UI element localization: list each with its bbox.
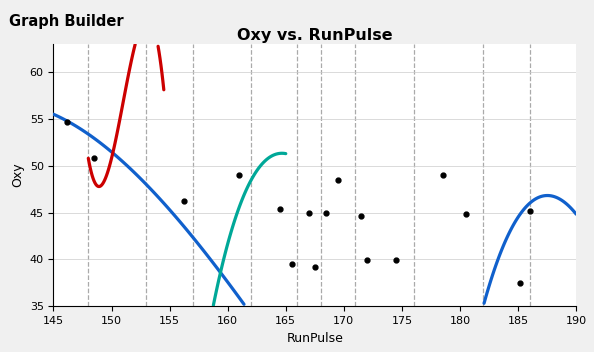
Y-axis label: Oxy: Oxy	[11, 163, 24, 187]
Title: Oxy vs. RunPulse: Oxy vs. RunPulse	[237, 28, 393, 43]
Text: Graph Builder: Graph Builder	[9, 14, 124, 29]
X-axis label: RunPulse: RunPulse	[286, 332, 343, 345]
